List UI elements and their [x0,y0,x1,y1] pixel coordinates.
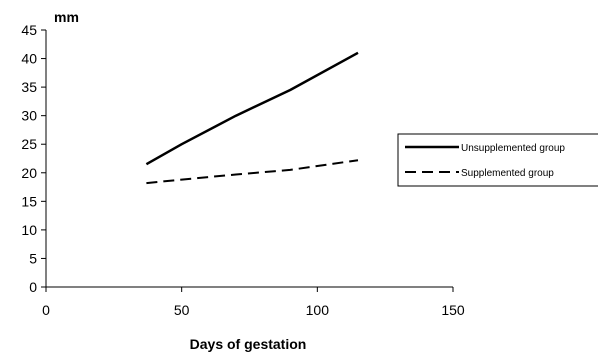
legend-entry-supplemented: Supplemented group [461,168,554,179]
y-ticks: 0 5 10 15 20 25 30 35 40 45 [21,22,46,295]
legend-entry-unsupplemented: Unsupplemented group [461,143,565,154]
y-tick-label: 45 [21,22,37,38]
x-tick-label: 100 [306,302,330,318]
x-tick-label: 0 [42,302,50,318]
x-tick-label: 150 [441,302,465,318]
x-ticks: 0 50 100 150 [42,287,465,318]
y-tick-label: 20 [21,165,37,181]
y-tick-label: 10 [21,222,37,238]
x-axis-title: Days of gestation [190,336,307,352]
series-lines [145,51,359,185]
legend: Unsupplemented group Supplemented group [397,133,598,187]
y-tick-label: 5 [29,250,37,266]
series-line-supplemented [146,159,359,185]
y-tick-label: 15 [21,193,37,209]
axes [45,30,453,288]
series-line-unsupplemented [145,51,359,166]
y-tick-label: 40 [21,51,37,67]
y-tick-label: 0 [29,279,37,295]
y-tick-label: 30 [21,108,37,124]
legend-box [397,133,598,187]
y-tick-label: 25 [21,136,37,152]
x-tick-label: 50 [174,302,190,318]
y-tick-label: 35 [21,79,37,95]
y-axis-title: mm [54,9,79,25]
